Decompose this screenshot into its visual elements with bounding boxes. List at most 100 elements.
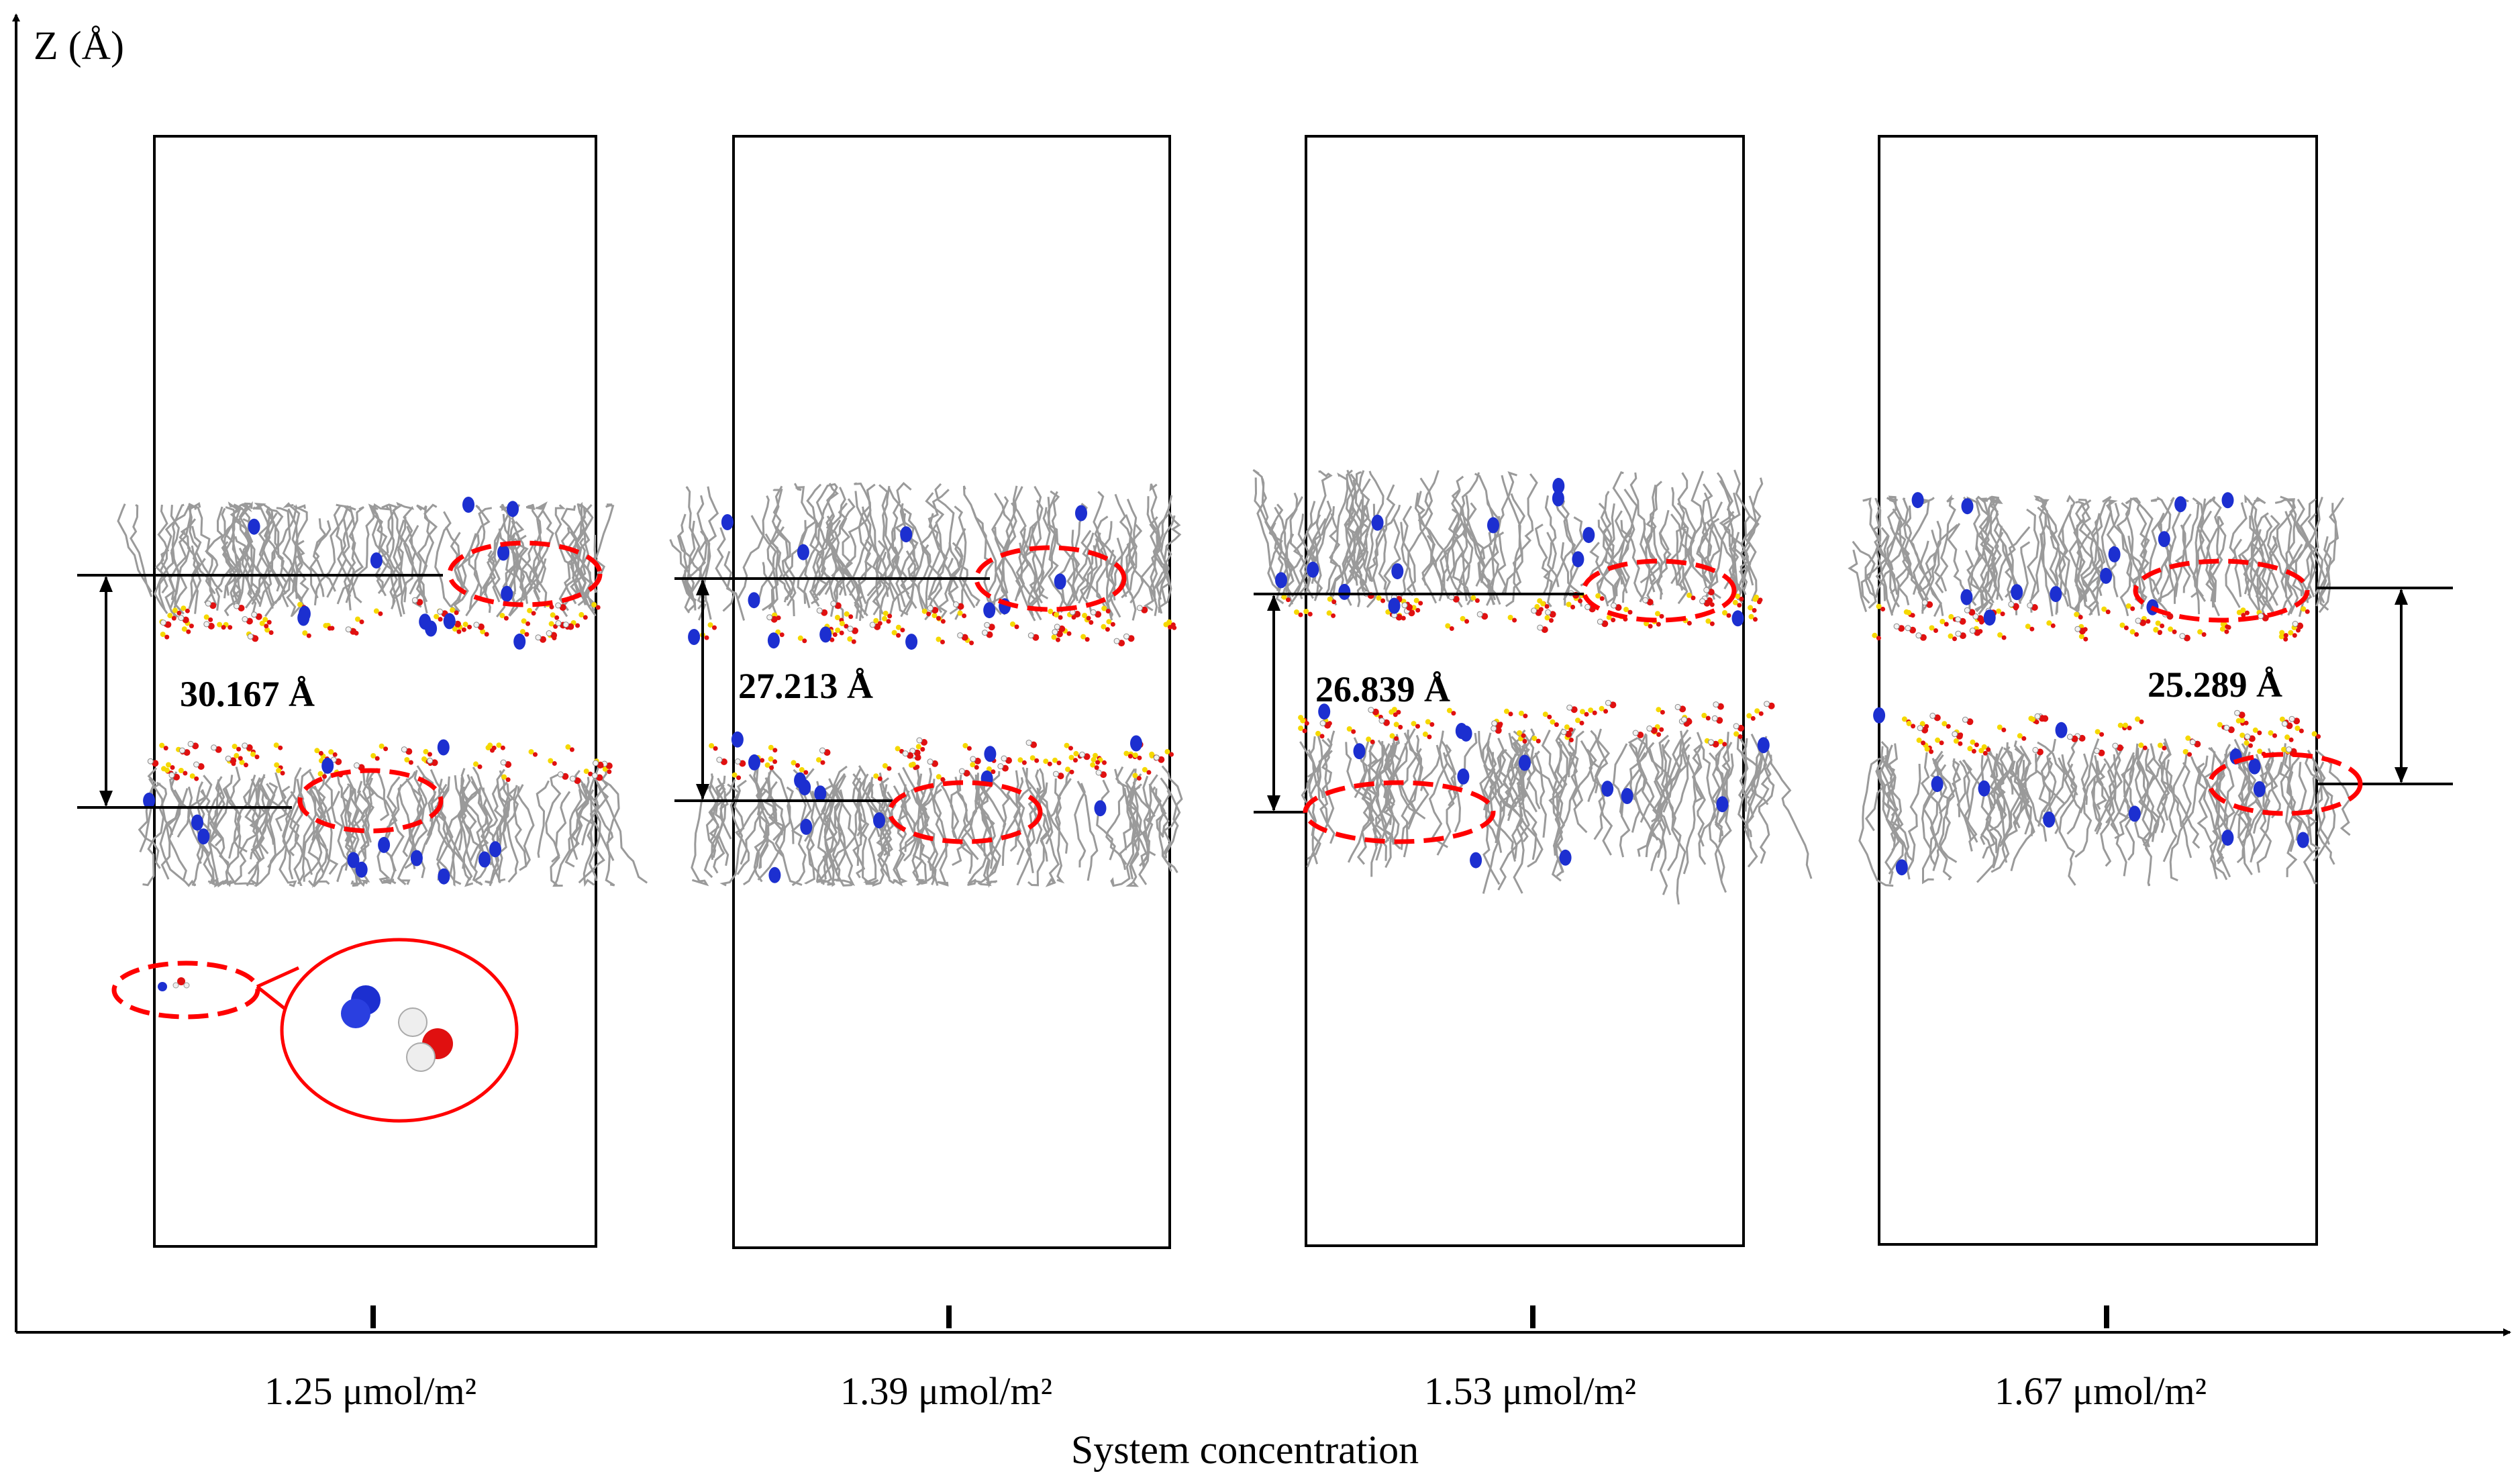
alkyl-chain xyxy=(1758,746,1775,864)
sulfur-atom xyxy=(2123,722,2128,728)
oxygen-atom xyxy=(2139,719,2144,724)
sulfur-atom xyxy=(895,746,901,752)
sulfur-atom xyxy=(276,767,282,773)
alkyl-chain xyxy=(1917,550,1938,614)
alkyl-chain xyxy=(188,545,202,609)
oxygen-atom xyxy=(2127,726,2132,731)
water-oxygen xyxy=(874,623,881,630)
alkyl-chain xyxy=(2137,748,2152,887)
alkyl-chain xyxy=(934,483,959,615)
water-hydrogen xyxy=(205,600,211,607)
oxygen-atom xyxy=(1302,728,1307,734)
alkyl-chain xyxy=(2075,519,2093,615)
oxygen-atom xyxy=(163,746,168,751)
oxygen-atom xyxy=(1168,625,1172,630)
oxygen-atom xyxy=(2034,720,2039,725)
water-oxygen xyxy=(559,604,566,611)
oxygen-atom xyxy=(1611,617,1616,623)
cation xyxy=(425,620,438,637)
x-tick xyxy=(1530,1305,1535,1328)
alkyl-chain xyxy=(283,502,319,599)
water-hydrogen xyxy=(1368,707,1374,713)
alkyl-chain xyxy=(1034,491,1058,604)
oxygen-atom xyxy=(477,764,483,769)
sulfur-atom xyxy=(250,751,256,757)
sulfur-atom xyxy=(2025,624,2031,630)
alkyl-chain xyxy=(1875,757,1899,817)
alkyl-chain xyxy=(1338,478,1371,597)
water-hydrogen xyxy=(2112,742,2119,749)
alkyl-chain xyxy=(1161,765,1183,858)
sulfur-atom xyxy=(262,617,268,623)
water-oxygen xyxy=(238,605,245,611)
sulfur-atom xyxy=(1048,608,1054,614)
water-oxygen xyxy=(2078,628,2086,635)
y-axis-label: Z (Å) xyxy=(34,23,124,68)
sulfur-atom xyxy=(1967,746,1973,752)
oxygen-atom xyxy=(306,633,311,638)
alkyl-chain xyxy=(1906,763,1921,880)
oxygen-atom xyxy=(1946,724,1951,729)
water-oxygen xyxy=(192,742,199,750)
alkyl-chain xyxy=(1027,527,1039,616)
oxygen-atom xyxy=(2224,629,2229,634)
water-oxygen xyxy=(1637,732,1644,738)
separation-label: 26.839 Å xyxy=(1315,669,1450,709)
oxygen-atom xyxy=(2162,746,2167,750)
water-oxygen xyxy=(605,762,613,769)
water-oxygen xyxy=(1118,640,1125,647)
alkyl-chain xyxy=(1355,505,1369,593)
alkyl-chain xyxy=(2068,504,2083,617)
alkyl-chain xyxy=(1125,768,1142,887)
alkyl-chain xyxy=(2241,554,2266,607)
sulfur-atom xyxy=(1163,622,1169,628)
alkyl-chain xyxy=(254,785,291,887)
water-oxygen xyxy=(2227,726,2235,734)
sulfur-atom xyxy=(259,620,265,626)
alkyl-chain xyxy=(1551,751,1579,882)
oxygen-atom xyxy=(1415,724,1420,729)
alkyl-chain xyxy=(1627,736,1643,800)
alkyl-chain xyxy=(296,779,315,885)
water-oxygen xyxy=(2293,718,2301,725)
alkyl-chain xyxy=(2127,535,2146,609)
cation xyxy=(197,828,210,845)
water-oxygen xyxy=(567,623,574,630)
sulfur-atom xyxy=(1717,738,1723,744)
sulfur-atom xyxy=(1281,594,1287,600)
sulfur-atom xyxy=(234,752,240,758)
water-hydrogen xyxy=(2034,713,2041,720)
water-oxygen xyxy=(252,635,259,642)
oxygen-atom xyxy=(177,610,182,615)
sulfur-atom xyxy=(2157,742,2163,748)
sulfur-atom xyxy=(2279,716,2285,722)
alkyl-chain xyxy=(2074,753,2093,858)
water-oxygen xyxy=(1646,599,1654,606)
sulfur-atom xyxy=(936,774,942,780)
alkyl-chain xyxy=(1739,515,1751,590)
alkyl-chain xyxy=(345,503,391,603)
water-hydrogen xyxy=(1699,598,1706,605)
alkyl-chain xyxy=(2105,748,2121,824)
water-oxygen xyxy=(1968,609,1976,616)
water-oxygen xyxy=(230,757,237,764)
sulfur-atom xyxy=(2197,629,2203,635)
water-hydrogen xyxy=(251,611,258,618)
oxygen-atom xyxy=(1286,597,1291,603)
alkyl-chain xyxy=(203,779,225,888)
alkyl-chain xyxy=(684,486,701,602)
water-hydrogen xyxy=(958,768,965,775)
alkyl-chain xyxy=(902,766,939,886)
alkyl-chain xyxy=(1744,736,1768,812)
alkyl-chain xyxy=(1637,736,1692,857)
water-oxygen xyxy=(1549,611,1556,618)
alkyl-chain xyxy=(2162,749,2188,862)
alkyl-chain xyxy=(221,502,246,599)
oxygen-atom xyxy=(525,621,531,626)
alkyl-chain xyxy=(2133,748,2156,848)
water-oxygen xyxy=(1716,717,1723,724)
water-oxygen xyxy=(2297,622,2304,630)
water-oxygen xyxy=(1541,626,1548,634)
alkyl-chain xyxy=(2138,738,2172,855)
cation xyxy=(2158,531,2170,548)
